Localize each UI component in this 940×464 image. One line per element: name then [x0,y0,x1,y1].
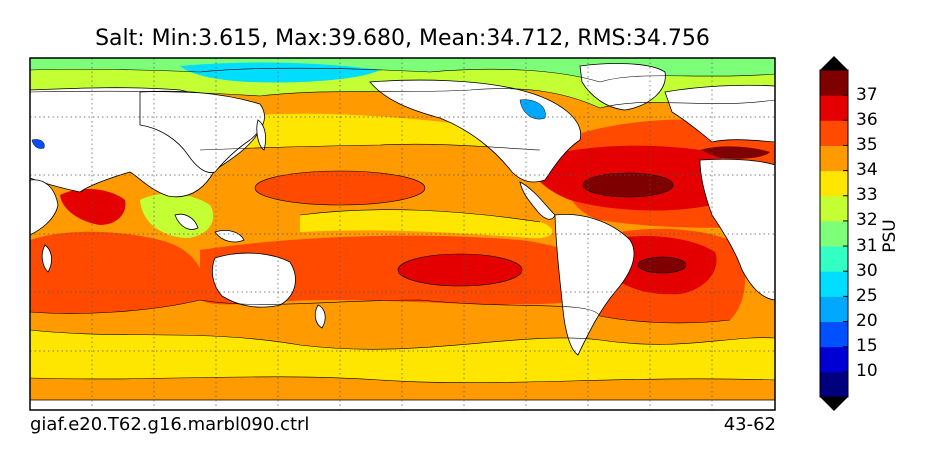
land-new-zealand [314,304,326,329]
land-greenland [579,63,666,111]
colorbar-tick-label: 34 [856,160,878,181]
colorbar-tick-label: 25 [856,285,878,306]
colorbar-tick-label: 31 [856,235,878,256]
colorbar-tick-label: 36 [856,109,878,130]
land-africa-west-edge [30,179,59,236]
colorbar-swatch [820,145,848,172]
land-indonesia [174,213,199,230]
colorbar-tick-label: 20 [856,311,878,332]
land-africa [699,158,775,301]
colorbar-label: PSU [880,219,900,253]
years-caption: 43-62 [723,414,776,435]
colorbar-extend-min [820,397,848,411]
colorbar [819,56,849,411]
band-37plus-north-atlantic [582,172,674,198]
band-black-sea [31,139,45,149]
colorbar-tick-label: 33 [856,185,878,206]
band-36-37-south-pacific [397,253,523,287]
map-frame [29,57,776,411]
colorbar-swatch [820,321,848,348]
colorbar-tick-label: 37 [856,84,878,105]
colorbar-swatch [820,296,848,323]
band-30-31-north [180,62,380,83]
band-37plus-mediterranean [700,146,770,159]
colorbar-swatch [820,271,848,297]
colorbar-tick-label: 32 [856,210,878,231]
land-europe [664,84,775,143]
colorbar-tick-label: 30 [856,260,878,281]
colorbar-swatch [820,195,848,222]
colorbar-swatch [820,346,848,373]
band-33-34-eq-pacific [300,209,553,239]
colorbar-tick-label: 15 [856,336,878,357]
colorbar-swatch [820,95,848,121]
colorbar-extend-max [820,56,848,70]
land-japan [256,119,266,151]
plot-title: Salt: Min:3.615, Max:39.680, Mean:34.712… [95,26,710,51]
land-australia [211,252,296,308]
colorbar-swatch [820,371,848,398]
colorbar-frame [819,69,849,398]
land-east-asia [139,90,265,173]
colorbar-tick-label: 35 [856,134,878,155]
colorbar-swatch [820,170,848,197]
colorbar-swatch [820,220,848,247]
colorbar-swatch [820,120,848,146]
land-south-america [554,214,635,356]
land-new-guinea [214,230,245,243]
run-name-caption: giaf.e20.T62.g16.marbl090.ctrl [30,414,310,435]
band-north-pacific-yellow [200,113,540,150]
land-madagascar [41,244,52,273]
band-35-36-indian [30,231,204,314]
colorbar-tick-label: 10 [856,361,878,382]
colorbar-swatch [820,246,848,272]
land-central-america [519,181,556,220]
band-37plus-south-atlantic [637,256,687,274]
band-36-37-arabian [60,188,126,225]
band-hudson-bay [519,99,546,120]
land-antarctica [30,399,775,410]
colorbar-swatch [820,70,848,96]
